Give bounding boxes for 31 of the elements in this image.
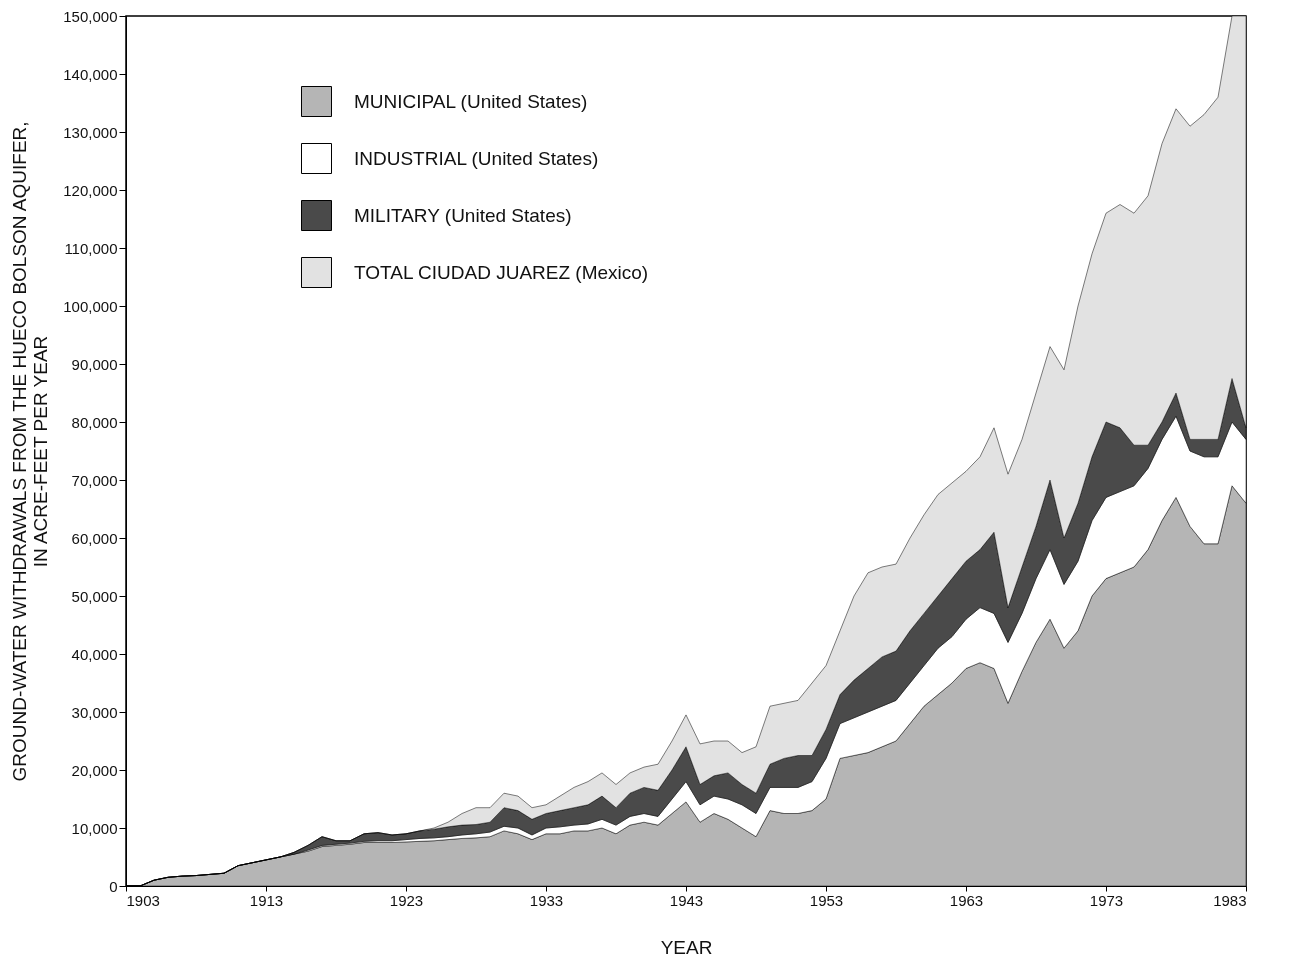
x-axis-title: YEAR: [660, 936, 713, 958]
y-tick-label: 100,000: [63, 297, 118, 315]
x-tick-label: 1923: [389, 891, 424, 909]
y-tick-label: 110,000: [64, 239, 118, 257]
y-tick-label: 90,000: [71, 355, 118, 373]
y-tick-label: 130,000: [63, 123, 118, 141]
y-axis-title: GROUND-WATER WITHDRAWALS FROM THE HUECO BOLSON AQUIFER, IN ACRE-FEET PER YEAR: [9, 121, 52, 782]
y-tick-label: 10,000: [71, 819, 118, 837]
y-tick-label: 50,000: [71, 587, 118, 605]
y-tick-label: 0: [109, 877, 118, 895]
y-tick-label: 140,000: [63, 65, 118, 83]
y-tick-label: 30,000: [71, 703, 118, 721]
y-tick-label: 40,000: [71, 645, 118, 663]
y-tick-label: 70,000: [71, 471, 118, 489]
x-tick-label: 1943: [669, 891, 704, 909]
y-tick-label: 60,000: [71, 529, 118, 547]
x-tick-label: 1973: [1089, 891, 1124, 909]
y-tick-label: 80,000: [71, 413, 118, 431]
y-tick-label: 20,000: [71, 761, 118, 779]
legend-label: MUNICIPAL (United States): [354, 90, 588, 112]
x-tick-label: 1913: [249, 891, 284, 909]
y-tick-label: 150,000: [63, 7, 118, 25]
legend-label: TOTAL CIUDAD JUAREZ (Mexico): [354, 261, 649, 283]
y-tick-label: 120,000: [63, 181, 118, 199]
x-tick-label: 1963: [949, 891, 984, 909]
x-tick-label: 1903: [126, 891, 160, 909]
legend-label: INDUSTRIAL (United States): [354, 147, 599, 169]
x-tick-label: 1983: [1213, 891, 1247, 909]
x-tick-label: 1953: [809, 891, 844, 909]
x-tick-label: 1933: [529, 891, 564, 909]
legend-label: MILITARY (United States): [354, 204, 572, 226]
